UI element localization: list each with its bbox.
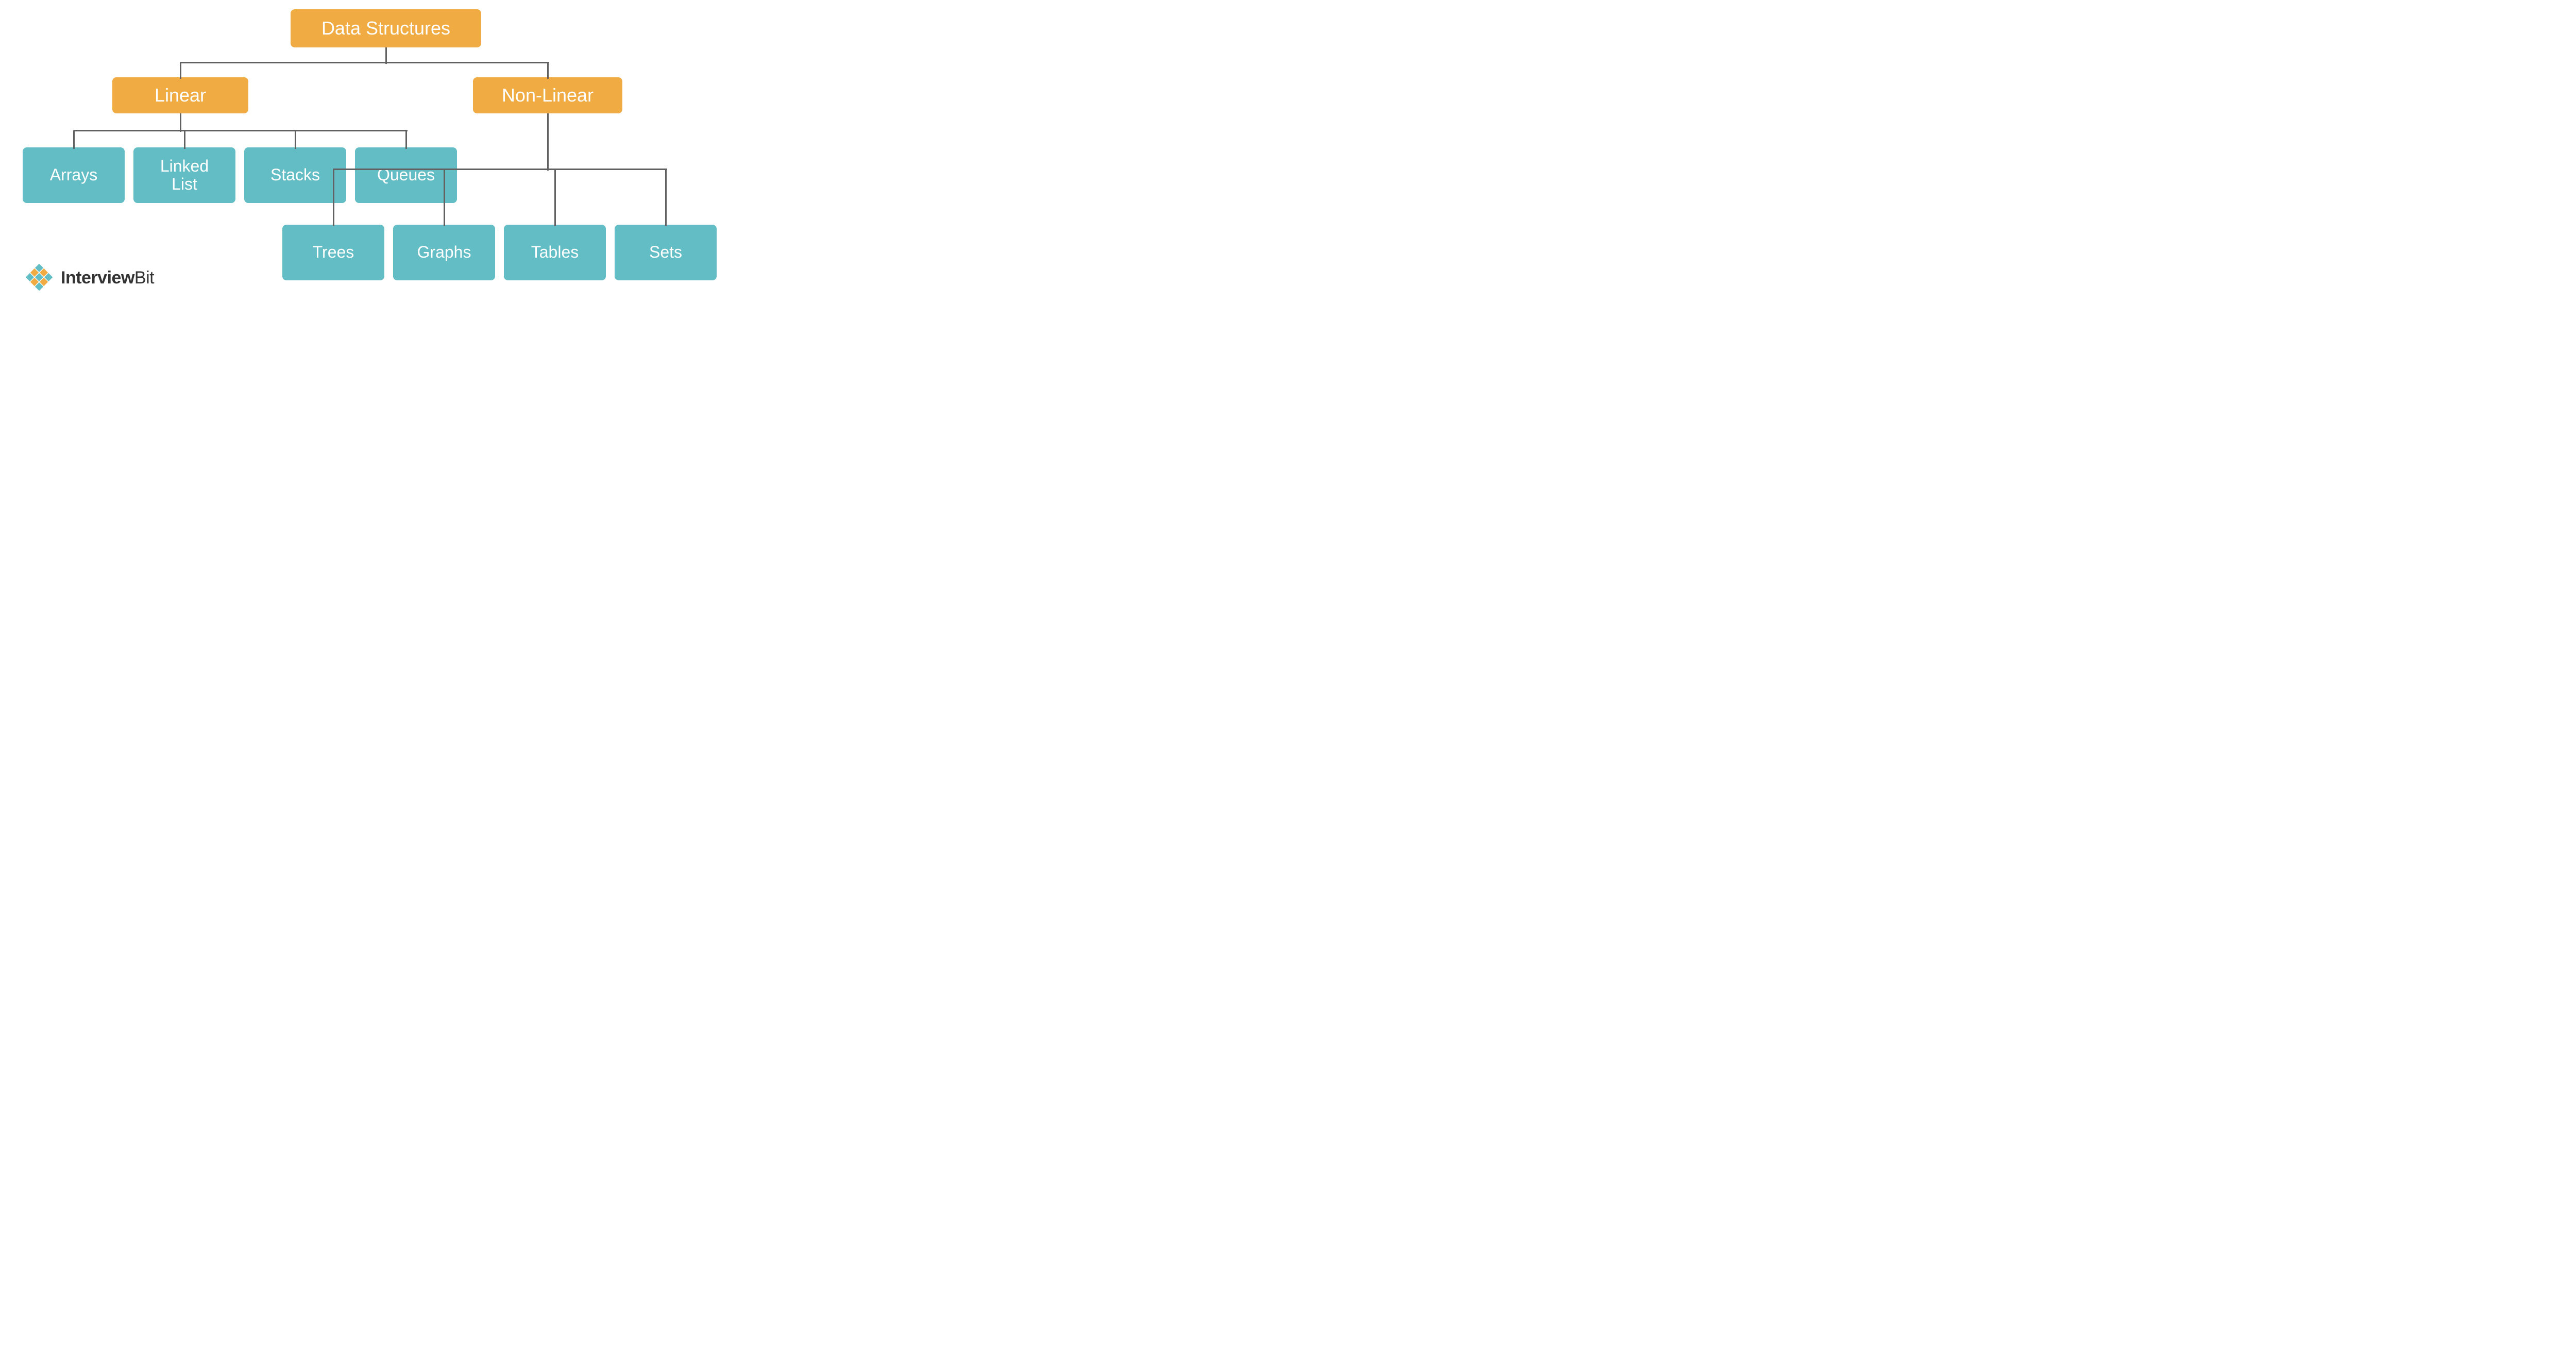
connector-v — [547, 62, 549, 79]
node-stacks: Stacks — [244, 147, 346, 203]
node-label: Stacks — [270, 166, 320, 184]
connector-h — [74, 130, 408, 131]
connector-v — [665, 169, 667, 226]
node-queues: Queues — [355, 147, 457, 203]
node-root: Data Structures — [291, 9, 481, 47]
node-sets: Sets — [615, 225, 717, 280]
logo-text-bold: Interview — [61, 268, 134, 288]
connector-v — [547, 113, 549, 171]
connector-v — [180, 62, 181, 79]
node-linked-list: LinkedList — [133, 147, 235, 203]
connector-v — [333, 169, 334, 226]
node-linear: Linear — [112, 77, 248, 113]
connector-v — [295, 130, 296, 149]
node-tables: Tables — [504, 225, 606, 280]
node-nonlinear: Non-Linear — [473, 77, 622, 113]
node-arrays: Arrays — [23, 147, 125, 203]
logo-icon — [23, 261, 56, 294]
node-label: Graphs — [417, 243, 471, 261]
connector-v — [444, 169, 445, 226]
logo-text: InterviewBit — [61, 268, 154, 288]
node-label: Trees — [313, 243, 354, 261]
brand-logo: InterviewBit — [23, 261, 154, 294]
connector-v — [405, 130, 407, 149]
connector-v — [73, 130, 75, 149]
node-trees: Trees — [282, 225, 384, 280]
node-label: Tables — [531, 243, 579, 261]
connector-v — [554, 169, 556, 226]
node-label: Arrays — [50, 166, 97, 184]
node-label: LinkedList — [160, 157, 209, 193]
node-label: Linear — [155, 85, 206, 106]
node-label: Data Structures — [321, 18, 450, 39]
node-graphs: Graphs — [393, 225, 495, 280]
connector-v — [184, 130, 185, 149]
logo-text-light: Bit — [134, 268, 154, 288]
node-label: Non-Linear — [502, 85, 594, 106]
connector-h — [333, 169, 667, 170]
connector-h — [180, 62, 549, 63]
node-label: Sets — [649, 243, 682, 261]
